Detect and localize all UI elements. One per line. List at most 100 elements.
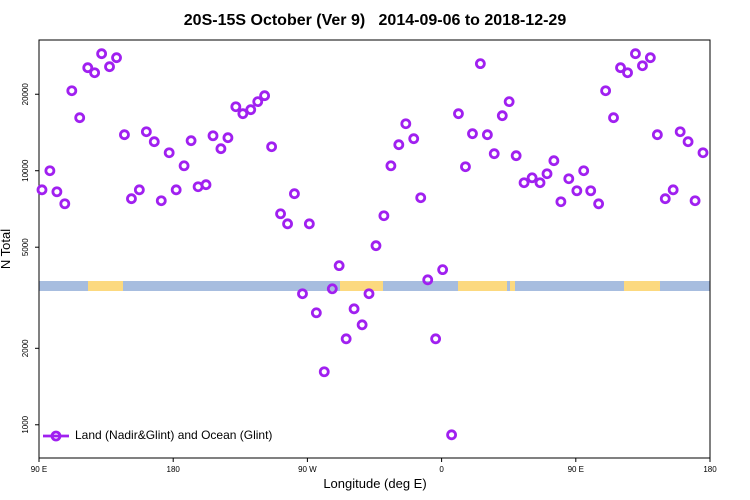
data-point xyxy=(370,240,382,252)
data-point xyxy=(518,177,530,189)
data-point xyxy=(237,108,249,120)
data-point xyxy=(674,126,686,138)
data-point xyxy=(36,184,48,196)
data-point xyxy=(453,108,464,120)
data-point xyxy=(637,60,648,72)
data-point xyxy=(333,260,345,272)
data-point xyxy=(571,185,583,197)
x-tick-label: 90 E xyxy=(568,465,584,474)
data-point xyxy=(51,186,63,198)
data-point xyxy=(697,147,709,159)
data-point xyxy=(340,333,352,345)
data-point xyxy=(393,139,405,151)
land-band xyxy=(340,281,383,291)
land-band xyxy=(88,281,123,291)
data-point xyxy=(111,52,122,64)
x-tick-label: 90 E xyxy=(31,465,47,474)
data-point xyxy=(133,184,145,196)
data-point xyxy=(437,264,449,276)
data-point xyxy=(104,61,115,73)
data-point xyxy=(282,218,293,230)
data-point xyxy=(252,96,264,108)
data-point xyxy=(245,104,257,116)
data-point xyxy=(44,165,56,177)
data-point xyxy=(659,193,671,205)
data-point xyxy=(510,150,522,162)
data-point xyxy=(503,96,515,108)
land-band xyxy=(458,281,507,291)
data-point xyxy=(467,128,478,140)
data-point xyxy=(488,148,500,160)
data-point xyxy=(155,195,167,207)
data-point xyxy=(222,132,234,144)
data-point xyxy=(460,161,471,173)
data-point xyxy=(400,118,412,130)
y-axis-label: N Total xyxy=(0,229,13,269)
data-point xyxy=(622,67,633,79)
data-point xyxy=(348,303,360,315)
land-band xyxy=(510,281,515,291)
data-point xyxy=(422,274,434,286)
data-point xyxy=(608,112,619,124)
data-point xyxy=(310,307,322,319)
data-point xyxy=(297,288,308,300)
data-point xyxy=(140,126,152,138)
data-point xyxy=(534,177,546,189)
data-point xyxy=(200,179,212,191)
x-tick-label: 180 xyxy=(703,465,717,474)
data-point xyxy=(326,283,338,295)
data-point xyxy=(593,198,605,210)
data-point xyxy=(170,184,182,196)
data-point xyxy=(689,195,701,207)
data-point xyxy=(259,90,271,102)
data-point xyxy=(682,136,694,148)
data-point xyxy=(148,136,160,148)
data-point xyxy=(474,58,486,70)
data-point xyxy=(230,101,242,113)
data-point xyxy=(266,141,278,153)
data-point xyxy=(378,210,390,222)
data-point xyxy=(363,288,375,300)
data-point xyxy=(385,160,397,172)
x-tick-label: 180 xyxy=(167,465,181,474)
data-point xyxy=(615,62,626,74)
data-point xyxy=(563,173,575,185)
y-tick-label: 20000 xyxy=(21,83,30,106)
data-point xyxy=(74,112,86,124)
legend-marker xyxy=(50,430,62,442)
data-point xyxy=(289,188,300,200)
data-point xyxy=(215,143,227,155)
data-point xyxy=(96,48,108,60)
data-point xyxy=(651,129,663,141)
y-tick-label: 5000 xyxy=(21,238,30,256)
data-point xyxy=(82,62,94,74)
chart-title: 20S-15S October (Ver 9) 2014-09-06 to 20… xyxy=(184,12,567,29)
data-point xyxy=(600,85,612,97)
data-point xyxy=(555,196,567,208)
data-point xyxy=(408,133,420,145)
y-tick-label: 1000 xyxy=(21,415,30,433)
data-point xyxy=(318,366,330,378)
data-point xyxy=(415,192,427,204)
data-point xyxy=(178,160,190,172)
data-point xyxy=(481,129,493,141)
data-point xyxy=(66,85,78,97)
data-point xyxy=(89,67,101,79)
data-point xyxy=(585,185,597,197)
land-band xyxy=(624,281,660,291)
plot-frame xyxy=(38,39,711,459)
y-tick-label: 2000 xyxy=(21,339,30,357)
data-point xyxy=(548,155,560,167)
data-point xyxy=(59,198,71,210)
data-point xyxy=(185,135,197,147)
legend-label: Land (Nadir&Glint) and Ocean (Glint) xyxy=(75,428,272,442)
data-point xyxy=(163,147,175,159)
data-point xyxy=(126,193,137,205)
data-point xyxy=(430,333,442,345)
data-point xyxy=(644,52,656,64)
data-point xyxy=(630,48,641,60)
data-point xyxy=(578,165,590,177)
x-axis-label: Longitude (deg E) xyxy=(323,476,426,491)
data-point xyxy=(667,184,679,196)
